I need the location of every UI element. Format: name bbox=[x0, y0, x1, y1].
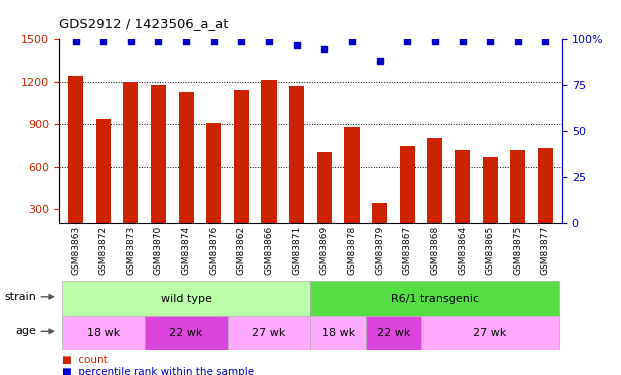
Point bbox=[153, 38, 163, 44]
Text: wild type: wild type bbox=[161, 294, 212, 303]
Bar bbox=[145, 316, 227, 350]
Point bbox=[319, 46, 329, 52]
Bar bbox=[289, 86, 304, 251]
Bar bbox=[151, 86, 166, 251]
Bar bbox=[538, 148, 553, 251]
Bar bbox=[96, 118, 111, 251]
Bar bbox=[421, 316, 560, 350]
Point bbox=[430, 38, 440, 44]
Point bbox=[264, 38, 274, 44]
Point bbox=[181, 38, 191, 44]
Bar bbox=[372, 203, 388, 251]
Point bbox=[402, 38, 412, 44]
Point bbox=[71, 38, 81, 44]
Bar bbox=[345, 127, 360, 251]
Point bbox=[347, 38, 357, 44]
Bar bbox=[317, 153, 332, 251]
Bar bbox=[310, 316, 366, 350]
Point bbox=[237, 38, 247, 44]
Bar bbox=[483, 158, 498, 251]
Point bbox=[458, 38, 468, 44]
Text: 27 wk: 27 wk bbox=[252, 328, 286, 338]
Point bbox=[513, 38, 523, 44]
Bar bbox=[227, 316, 310, 350]
Point bbox=[374, 58, 384, 64]
Text: 18 wk: 18 wk bbox=[86, 328, 120, 338]
Bar bbox=[427, 138, 443, 251]
Bar bbox=[206, 123, 221, 251]
Text: GDS2912 / 1423506_a_at: GDS2912 / 1423506_a_at bbox=[59, 17, 229, 30]
Bar bbox=[261, 80, 276, 251]
Point bbox=[98, 38, 108, 44]
Bar bbox=[310, 281, 560, 316]
Text: 22 wk: 22 wk bbox=[377, 328, 410, 338]
Bar bbox=[510, 150, 525, 251]
Bar bbox=[61, 316, 145, 350]
Point bbox=[292, 42, 302, 48]
Bar bbox=[233, 90, 249, 251]
Point bbox=[126, 38, 136, 44]
Bar bbox=[68, 76, 83, 251]
Text: 22 wk: 22 wk bbox=[170, 328, 203, 338]
Bar bbox=[178, 92, 194, 251]
Text: R6/1 transgenic: R6/1 transgenic bbox=[391, 294, 479, 303]
Bar bbox=[366, 316, 421, 350]
Point bbox=[540, 38, 550, 44]
Text: strain: strain bbox=[5, 292, 37, 302]
Text: 18 wk: 18 wk bbox=[322, 328, 355, 338]
Text: 27 wk: 27 wk bbox=[473, 328, 507, 338]
Bar bbox=[400, 146, 415, 251]
Point bbox=[485, 38, 495, 44]
Text: ■  count: ■ count bbox=[62, 355, 108, 365]
Bar bbox=[123, 82, 138, 251]
Point bbox=[209, 38, 219, 44]
Bar bbox=[61, 281, 310, 316]
Text: ■  percentile rank within the sample: ■ percentile rank within the sample bbox=[62, 367, 254, 375]
Text: age: age bbox=[16, 326, 37, 336]
Bar bbox=[455, 150, 470, 251]
